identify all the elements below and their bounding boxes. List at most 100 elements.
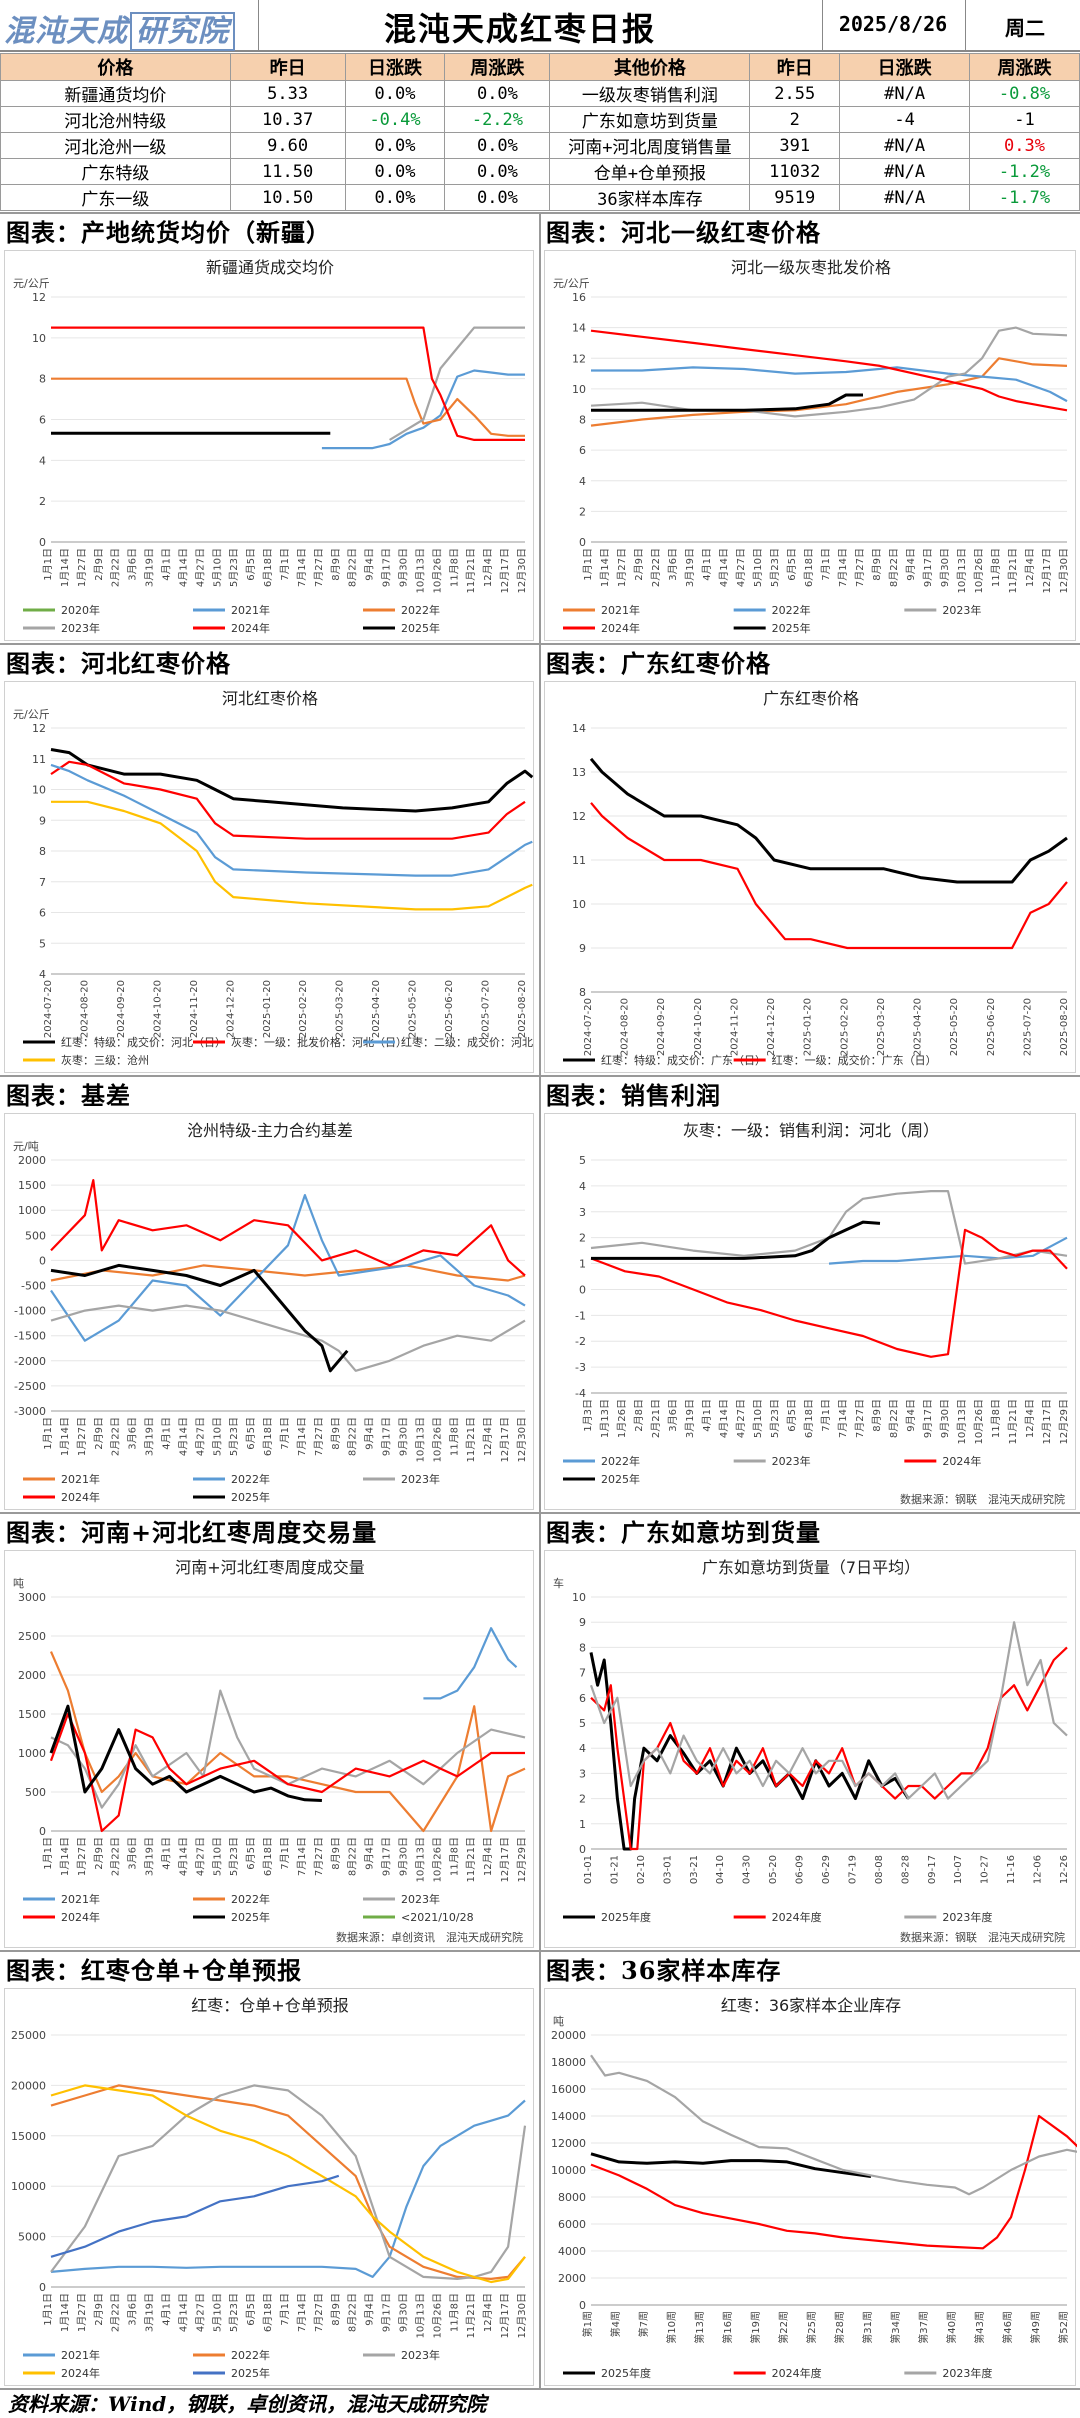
x-tick-label: 2025-02-20: [298, 980, 309, 1038]
y-tick-label: 1500: [18, 1179, 46, 1192]
y-tick-label: -2500: [14, 1380, 46, 1393]
x-tick-label: 5月23日: [228, 1837, 240, 1876]
series-line: [51, 800, 533, 911]
x-tick-label: 8月9日: [330, 1837, 342, 1870]
table-cell: -1: [969, 106, 1080, 133]
chart-panel: 红枣：仓单+仓单预报 0 5000 10000 15000 20000 25000 1月1日 1…: [4, 1988, 534, 2386]
x-tick-label: 6月18日: [262, 2293, 274, 2332]
section-title-left: 图表：河南+河北红枣周度交易量: [6, 1518, 378, 1547]
section-title-right: 图表：广东红枣价格: [546, 649, 771, 678]
x-tick-label: 3月19日: [144, 1837, 156, 1876]
x-tick-label: 10月13日: [414, 548, 426, 593]
header-divider: [258, 0, 259, 52]
table-cell: 一级灰枣销售利润: [549, 80, 751, 107]
x-tick-label: 02-10: [636, 1855, 647, 1884]
series-line: [590, 357, 1068, 427]
x-tick-label: 12月29日: [516, 1837, 528, 1882]
section-title-right: 图表：河北一级红枣价格: [546, 218, 821, 247]
legend-label: 2020年: [61, 603, 100, 617]
x-tick-label: 1月27日: [76, 548, 88, 587]
x-tick-label: 第31周: [861, 2311, 874, 2344]
y-tick-label: 1000: [18, 1747, 46, 1760]
x-tick-label: 1月1日: [42, 2293, 54, 2326]
legend-label: 2025年: [231, 1490, 270, 1504]
y-tick-label: 10000: [11, 2180, 46, 2193]
x-tick-label: 7月1日: [279, 1417, 291, 1450]
series-line: [589, 1621, 1068, 1800]
x-tick-label: 5月10日: [752, 1399, 764, 1438]
x-tick-label: 2025-01-20: [803, 998, 814, 1056]
y-axis-label: 车: [553, 1576, 564, 1590]
x-tick-label: 6月5日: [786, 548, 798, 581]
table-cell: 391: [749, 132, 841, 159]
x-tick-label: 4月14日: [177, 1837, 189, 1876]
legend-label: 2025年度: [601, 1910, 651, 1924]
legend-label: 2022年: [601, 1454, 640, 1468]
y-tick-label: 20000: [11, 2079, 46, 2092]
y-axis-label: 吨: [13, 1577, 24, 1590]
series-line: [50, 1263, 349, 1373]
y-tick-label: 20000: [551, 2029, 586, 2042]
y-tick-label: 3000: [18, 1591, 46, 1604]
table-cell: 新疆通货均价: [0, 80, 231, 107]
x-tick-label: 5月23日: [228, 548, 240, 587]
chart-panel: 河南+河北红枣周度成交量吨 0 500 1000 1500 2000 2500 3000 1月1…: [4, 1550, 534, 1948]
y-axis-label: 元/吨: [13, 1140, 39, 1153]
x-tick-label: 5月10日: [211, 548, 223, 587]
x-tick-label: 12月4日: [482, 1417, 494, 1456]
series-line: [50, 1194, 526, 1342]
series-line: [50, 1304, 526, 1372]
table-cell: 0.0%: [344, 184, 446, 211]
x-tick-label: 12月17日: [499, 2293, 511, 2338]
x-tick-label: 5月23日: [769, 548, 781, 587]
x-tick-label: 1月26日: [616, 1399, 628, 1438]
chart-title: 红枣：仓单+仓单预报: [191, 1996, 348, 2015]
x-tick-label: 9月30日: [398, 1417, 410, 1456]
section-title-left: 图表：河北红枣价格: [6, 649, 231, 678]
x-tick-label: 9月4日: [905, 1399, 917, 1432]
x-tick-label: 2月9日: [93, 2293, 105, 2326]
y-tick-label: 9: [579, 942, 586, 955]
y-tick-label: -2: [575, 1335, 586, 1348]
x-tick-label: 第34周: [889, 2311, 902, 2344]
x-tick-label: 9月17日: [381, 1837, 393, 1876]
x-tick-label: 9月17日: [381, 1417, 393, 1456]
table-row: 河北沧州一级 9.60 0.0% 0.0% 河南+河北周度销售量 391 #N/A 0.3%: [0, 132, 1080, 159]
x-tick-label: 6月18日: [803, 1399, 815, 1438]
chart-panel: 河北红枣价格 元/公斤 4 5 6 7 8 9 10 11 12 2024-07-20 2024-08-…: [4, 681, 566, 1073]
chart-svg: 灰枣：一级：销售利润：河北（周） -4 -3 -2 -1 0 1 2 3 4 5 1月3日 1月13日 1…: [563, 1121, 1070, 1506]
x-tick-label: 1月27日: [76, 2293, 88, 2332]
x-tick-label: 2月22日: [110, 1837, 122, 1876]
report-header: 混沌天成 研究院 混沌天成红枣日报 2025/8/26 周二: [0, 0, 1080, 52]
legend-label: 2025年: [401, 621, 440, 635]
table-cell: 10.50: [229, 184, 346, 211]
table-cell: -0.8%: [969, 80, 1080, 107]
series-line: [50, 2084, 527, 2280]
y-tick-label: 8000: [558, 2191, 586, 2204]
x-tick-label: 2024-09-20: [116, 980, 127, 1038]
x-tick-label: 1月1日: [42, 1417, 54, 1450]
table-cell: 0.0%: [444, 80, 551, 107]
series-line: [49, 1712, 525, 1833]
x-tick-label: 12月4日: [1024, 1399, 1036, 1438]
x-tick-label: 9月17日: [381, 548, 393, 587]
y-tick-label: 0: [39, 1254, 46, 1267]
y-tick-label: 7: [579, 1667, 586, 1680]
x-tick-label: 2月22日: [110, 1417, 122, 1456]
series-line: [389, 326, 525, 441]
x-tick-label: 第40周: [945, 2311, 958, 2344]
x-tick-label: 11月21日: [465, 1417, 477, 1462]
legend-label: 2022年: [401, 603, 440, 617]
y-tick-label: 6: [39, 907, 46, 920]
x-tick-label: 08-28: [900, 1855, 911, 1884]
x-tick-label: 2月9日: [93, 548, 105, 581]
x-tick-label: 1月14日: [59, 2293, 71, 2332]
x-tick-label: 2月22日: [650, 548, 662, 587]
table-cell: -1.2%: [969, 158, 1080, 185]
y-tick-label: -2000: [14, 1355, 46, 1368]
x-tick-label: 5月10日: [211, 1837, 223, 1876]
x-tick-label: 2024-10-20: [693, 998, 704, 1056]
x-tick-label: 5月10日: [211, 2293, 223, 2332]
header-divider: [822, 0, 823, 52]
x-tick-label: 7月14日: [296, 1837, 308, 1876]
